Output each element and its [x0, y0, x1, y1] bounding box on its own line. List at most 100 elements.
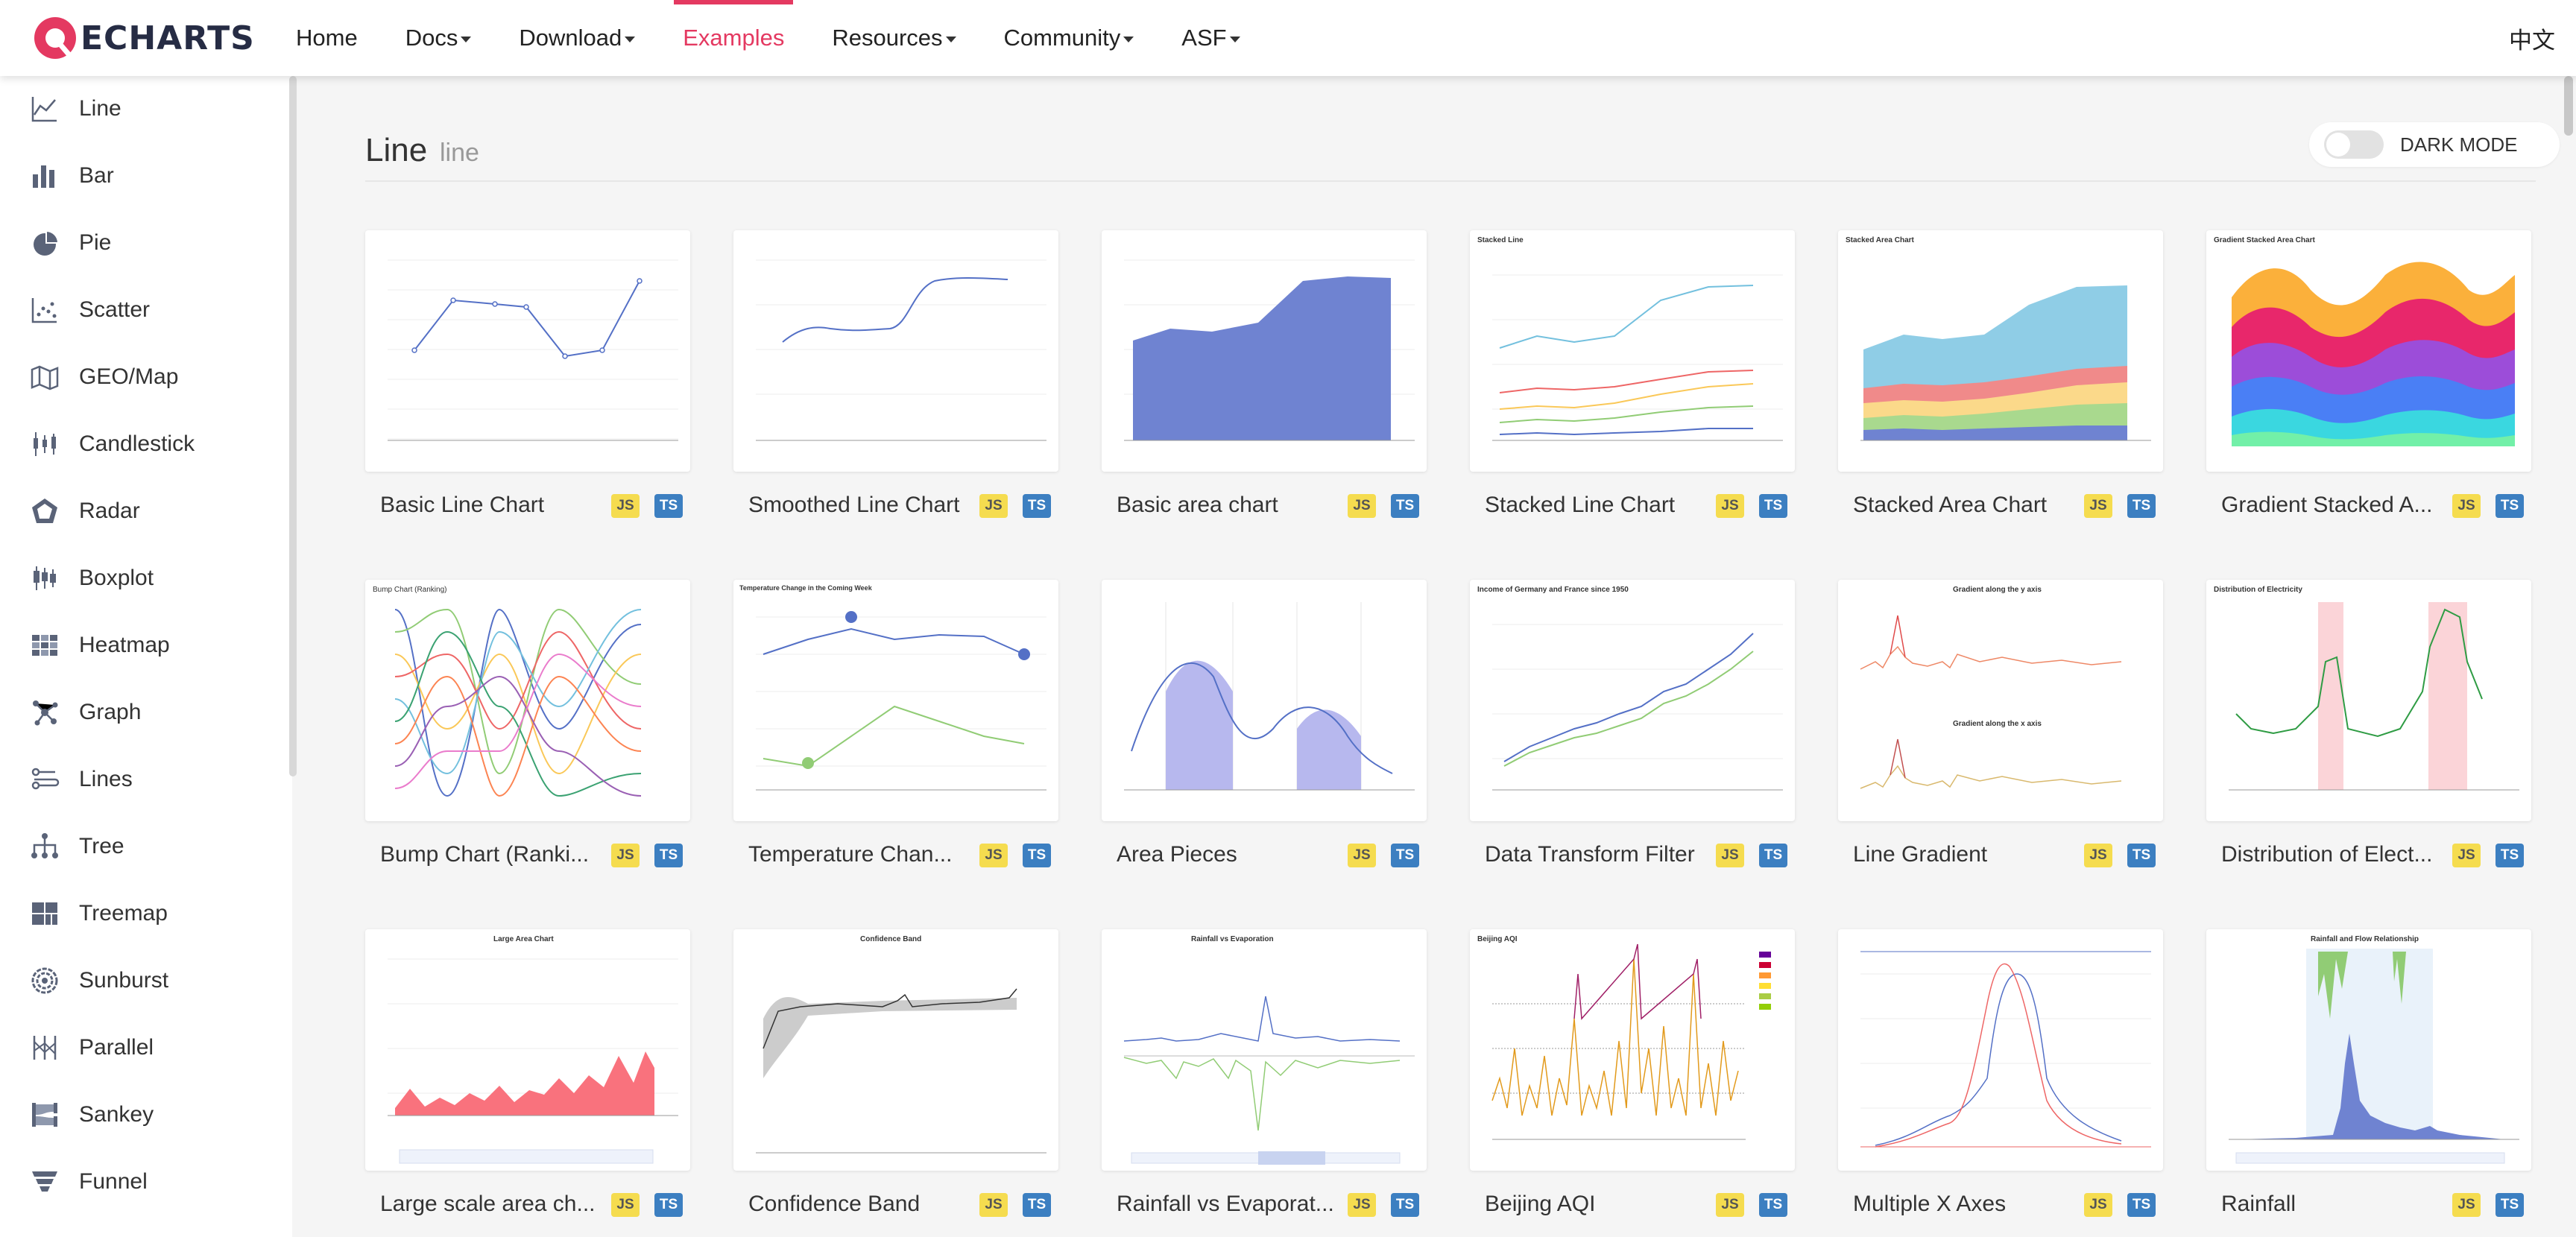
- sidebar-item-boxplot[interactable]: Boxplot: [28, 556, 154, 601]
- example-card-large-area[interactable]: Large Area Chart Large scale area ch... …: [365, 929, 690, 1227]
- ts-badge[interactable]: TS: [654, 1193, 683, 1217]
- chart-thumbnail[interactable]: Distribution of Electricity: [2206, 580, 2531, 821]
- sidebar-item-treemap[interactable]: Treemap: [28, 891, 168, 936]
- js-badge[interactable]: JS: [979, 494, 1008, 518]
- echarts-logo[interactable]: ECHARTS: [31, 13, 255, 63]
- js-badge[interactable]: JS: [2084, 494, 2112, 518]
- sidebar-item-lines[interactable]: Lines: [28, 757, 133, 802]
- card-title[interactable]: Data Transform Filter: [1485, 842, 1695, 867]
- chart-thumbnail[interactable]: Gradient Stacked Area Chart: [2206, 230, 2531, 472]
- js-badge[interactable]: JS: [1348, 844, 1376, 867]
- sidebar-item-graph[interactable]: Graph: [28, 690, 141, 735]
- example-card-smoothed-line[interactable]: Smoothed Line Chart JS TS: [733, 230, 1058, 528]
- ts-badge[interactable]: TS: [1391, 494, 1419, 518]
- example-card-confidence-band[interactable]: Confidence Band Confidence Band JS TS: [733, 929, 1058, 1227]
- ts-badge[interactable]: TS: [2127, 494, 2156, 518]
- chart-thumbnail[interactable]: [1102, 580, 1427, 821]
- chart-thumbnail[interactable]: Beijing AQI: [1470, 929, 1795, 1171]
- chart-thumbnail[interactable]: Stacked Line: [1470, 230, 1795, 472]
- js-badge[interactable]: JS: [1348, 1193, 1376, 1217]
- example-card-bump-chart[interactable]: Bump Chart (Ranking) Bump Chart (Ranki..…: [365, 580, 690, 878]
- example-card-basic-line[interactable]: Basic Line Chart JS TS: [365, 230, 690, 528]
- card-title[interactable]: Stacked Area Chart: [1853, 493, 2048, 517]
- js-badge[interactable]: JS: [611, 844, 640, 867]
- ts-badge[interactable]: TS: [1391, 844, 1419, 867]
- js-badge[interactable]: JS: [2084, 844, 2112, 867]
- example-card-distribution-electricity[interactable]: Distribution of Electricity Distribution…: [2206, 580, 2531, 878]
- card-title[interactable]: Beijing AQI: [1485, 1192, 1596, 1216]
- card-title[interactable]: Rainfall vs Evaporat...: [1117, 1192, 1334, 1216]
- js-badge[interactable]: JS: [611, 1193, 640, 1217]
- sidebar-item-sankey[interactable]: Sankey: [28, 1092, 154, 1137]
- nav-home[interactable]: Home: [272, 0, 382, 76]
- chart-thumbnail[interactable]: Income of Germany and France since 1950: [1470, 580, 1795, 821]
- ts-badge[interactable]: TS: [2127, 844, 2156, 867]
- js-badge[interactable]: JS: [2452, 1193, 2481, 1217]
- example-card-rainfall[interactable]: Rainfall and Flow Relationship Rainfall …: [2206, 929, 2531, 1227]
- nav-download[interactable]: Download: [495, 0, 659, 76]
- example-card-rainfall-evaporation[interactable]: Rainfall vs Evaporation Rainfall vs Evap…: [1102, 929, 1427, 1227]
- chart-thumbnail[interactable]: Rainfall and Flow Relationship: [2206, 929, 2531, 1171]
- sidebar-item-sunburst[interactable]: Sunburst: [28, 958, 168, 1003]
- sidebar-item-scatter[interactable]: Scatter: [28, 288, 150, 332]
- js-badge[interactable]: JS: [2084, 1193, 2112, 1217]
- js-badge[interactable]: JS: [1716, 844, 1744, 867]
- dark-mode-toggle[interactable]: DARK MODE: [2309, 122, 2560, 167]
- card-title[interactable]: Large scale area ch...: [380, 1192, 596, 1216]
- sidebar-item-geo-map[interactable]: GEO/Map: [28, 355, 178, 399]
- sidebar-item-pie[interactable]: Pie: [28, 221, 111, 265]
- ts-badge[interactable]: TS: [2127, 1193, 2156, 1217]
- example-card-area-pieces[interactable]: Area Pieces JS TS: [1102, 580, 1427, 878]
- card-title[interactable]: Area Pieces: [1117, 842, 1237, 867]
- chart-thumbnail[interactable]: [1838, 929, 2163, 1171]
- nav-community[interactable]: Community: [980, 0, 1158, 76]
- sidebar-item-radar[interactable]: Radar: [28, 489, 140, 534]
- js-badge[interactable]: JS: [979, 844, 1008, 867]
- card-title[interactable]: Smoothed Line Chart: [748, 493, 960, 517]
- example-card-stacked-line[interactable]: Stacked Line Stacked Line Chart JS TS: [1470, 230, 1795, 528]
- nav-asf[interactable]: ASF: [1158, 0, 1263, 76]
- chart-thumbnail[interactable]: Confidence Band: [733, 929, 1058, 1171]
- ts-badge[interactable]: TS: [2496, 1193, 2524, 1217]
- ts-badge[interactable]: TS: [1023, 1193, 1051, 1217]
- card-title[interactable]: Bump Chart (Ranki...: [380, 842, 590, 867]
- ts-badge[interactable]: TS: [654, 494, 683, 518]
- ts-badge[interactable]: TS: [1759, 844, 1787, 867]
- nav-examples[interactable]: Examples: [659, 0, 808, 76]
- sidebar-item-heatmap[interactable]: Heatmap: [28, 623, 170, 668]
- chart-thumbnail[interactable]: [365, 230, 690, 472]
- sidebar-item-candlestick[interactable]: Candlestick: [28, 422, 195, 466]
- language-switch[interactable]: 中文: [2509, 27, 2555, 54]
- example-card-stacked-area[interactable]: Stacked Area Chart Stacked Area Chart JS…: [1838, 230, 2163, 528]
- toggle-switch[interactable]: [2324, 130, 2384, 159]
- chart-thumbnail[interactable]: Temperature Change in the Coming Week: [733, 580, 1058, 821]
- card-title[interactable]: Gradient Stacked A...: [2221, 493, 2433, 517]
- example-card-line-gradient[interactable]: Gradient along the y axis Gradient along…: [1838, 580, 2163, 878]
- example-card-beijing-aqi[interactable]: Beijing AQI Beijing AQI JS TS: [1470, 929, 1795, 1227]
- js-badge[interactable]: JS: [2452, 494, 2481, 518]
- ts-badge[interactable]: TS: [2496, 494, 2524, 518]
- sidebar-item-parallel[interactable]: Parallel: [28, 1025, 154, 1070]
- nav-resources[interactable]: Resources: [808, 0, 979, 76]
- chart-thumbnail[interactable]: Stacked Area Chart: [1838, 230, 2163, 472]
- card-title[interactable]: Confidence Band: [748, 1192, 921, 1216]
- ts-badge[interactable]: TS: [1759, 1193, 1787, 1217]
- sidebar-item-bar[interactable]: Bar: [28, 154, 114, 198]
- chart-thumbnail[interactable]: [1102, 230, 1427, 472]
- ts-badge[interactable]: TS: [2496, 844, 2524, 867]
- js-badge[interactable]: JS: [1348, 494, 1376, 518]
- card-title[interactable]: Distribution of Elect...: [2221, 842, 2433, 867]
- chart-thumbnail[interactable]: Large Area Chart: [365, 929, 690, 1171]
- js-badge[interactable]: JS: [611, 494, 640, 518]
- card-title[interactable]: Temperature Chan...: [748, 842, 953, 867]
- js-badge[interactable]: JS: [2452, 844, 2481, 867]
- chart-thumbnail[interactable]: Bump Chart (Ranking): [365, 580, 690, 821]
- js-badge[interactable]: JS: [1716, 494, 1744, 518]
- chart-thumbnail[interactable]: Rainfall vs Evaporation: [1102, 929, 1427, 1171]
- sidebar-scrollbar[interactable]: [289, 76, 297, 776]
- chart-thumbnail[interactable]: Gradient along the y axis Gradient along…: [1838, 580, 2163, 821]
- page-scrollbar[interactable]: [2564, 76, 2573, 136]
- card-title[interactable]: Stacked Line Chart: [1485, 493, 1676, 517]
- js-badge[interactable]: JS: [1716, 1193, 1744, 1217]
- ts-badge[interactable]: TS: [1759, 494, 1787, 518]
